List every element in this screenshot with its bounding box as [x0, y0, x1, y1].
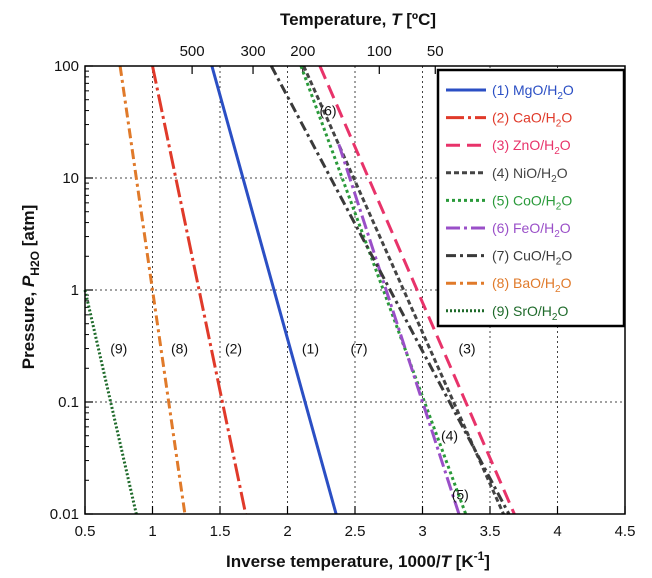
legend-label: (7) CuO/H2O: [492, 248, 572, 268]
series-line: [318, 65, 516, 515]
y-tick-label: 0.1: [58, 394, 79, 411]
curve-label: (6): [319, 103, 336, 119]
axis-ticks: 0.5 1 1.5 2 2.5 3 3.5 4 4.5 0.01 0.1 1 10 100 500 300 20…: [50, 43, 636, 540]
legend-label: (4) NiO/H2O: [492, 165, 568, 185]
x-axis-title: Inverse temperature, 1000/T [K-1]: [226, 549, 490, 571]
legend-label: (9) SrO/H2O: [492, 303, 568, 323]
legend-label: (5) CoO/H2O: [492, 192, 572, 212]
legend-label: (2) CaO/H2O: [492, 110, 572, 130]
x-tick-label: 3.5: [480, 523, 501, 540]
legend-label: (6) FeO/H2O: [492, 220, 571, 240]
top-tick-label: 100: [367, 43, 392, 60]
legend-label: (3) ZnO/H2O: [492, 137, 571, 157]
curve-label: (7): [350, 341, 367, 357]
curve-label: (8): [171, 341, 188, 357]
y-tick-label: 0.01: [50, 506, 79, 523]
series-line: [151, 65, 248, 515]
series-line: [337, 143, 461, 515]
curve-label: (5): [452, 486, 469, 502]
x-tick-label: 4: [553, 523, 561, 540]
curve-label: (9): [110, 341, 127, 357]
x-tick-label: 1: [148, 523, 156, 540]
x-tick-label: 3: [418, 523, 426, 540]
curve-label: (4): [441, 428, 458, 444]
x-tick-label: 2: [283, 523, 291, 540]
top-axis-title: Temperature, T [ºC]: [280, 10, 436, 29]
y-tick-label: 1: [71, 282, 79, 299]
y-tick-label: 100: [54, 58, 79, 75]
legend-label: (8) BaO/H2O: [492, 275, 572, 295]
curve-label: (1): [302, 341, 319, 357]
series-line: [299, 65, 468, 515]
y-tick-label: 10: [62, 170, 79, 187]
series-line: [118, 65, 187, 515]
top-tick-label: 50: [427, 43, 444, 60]
top-tick-label: 500: [180, 43, 205, 60]
series-line: [269, 65, 511, 515]
series-lines: [83, 65, 516, 515]
legend: (1) MgO/H2O (2) CaO/H2O (3) ZnO/H2O (4) NiO…: [436, 68, 626, 328]
legend-label: (1) MgO/H2O: [492, 82, 574, 102]
curve-label: (2): [225, 341, 242, 357]
x-tick-label: 0.5: [75, 523, 96, 540]
x-tick-label: 4.5: [615, 523, 636, 540]
y-axis-title: Pressure, PH2O [atm]: [19, 205, 42, 370]
x-tick-label: 1.5: [210, 523, 231, 540]
series-line: [210, 65, 338, 515]
curve-labels: (1) (2) (3) (4) (5) (6) (7) (8) (9): [110, 103, 475, 503]
x-tick-label: 2.5: [345, 523, 366, 540]
top-tick-label: 200: [290, 43, 315, 60]
curve-label: (3): [458, 341, 475, 357]
top-tick-label: 300: [241, 43, 266, 60]
